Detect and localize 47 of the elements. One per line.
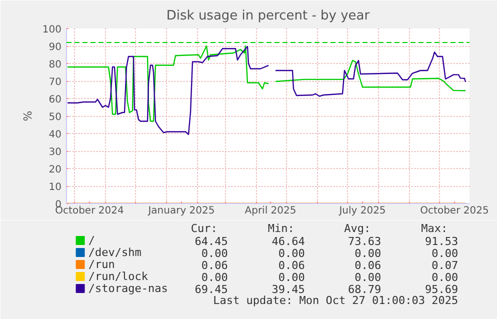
x-tick-label: January 2025 bbox=[147, 206, 215, 216]
x-tick-label: October 2024 bbox=[55, 206, 124, 216]
text: 0.07 bbox=[432, 259, 458, 272]
legend-label: /run bbox=[88, 258, 115, 271]
y-tick-label: 40 bbox=[48, 130, 62, 140]
text: 91.53 bbox=[425, 235, 458, 248]
text: 0.00 bbox=[278, 271, 305, 284]
text: 68.79 bbox=[348, 283, 382, 296]
text: 39.45 bbox=[272, 283, 305, 296]
y-tick-label: 70 bbox=[48, 77, 62, 88]
text: 0.00 bbox=[201, 247, 228, 260]
y-tick-label: 50 bbox=[48, 112, 62, 123]
text: 64.45 bbox=[194, 235, 228, 248]
text: 73.63 bbox=[348, 235, 382, 248]
legend-label: /run/lock bbox=[88, 270, 148, 283]
text: Max: bbox=[421, 222, 448, 235]
text: 0.00 bbox=[432, 247, 458, 260]
legend-label: /storage-nas bbox=[88, 282, 168, 295]
text: 0.06 bbox=[278, 259, 305, 272]
x-tick-label: April 2025 bbox=[244, 206, 296, 216]
text: Avg: bbox=[344, 222, 371, 235]
y-tick-label: 100 bbox=[42, 24, 62, 36]
legend-label: /dev/shm bbox=[88, 246, 142, 259]
y-tick-label: 30 bbox=[48, 147, 62, 158]
text: 0.00 bbox=[432, 271, 458, 284]
text: 0.00 bbox=[354, 247, 382, 260]
y-tick-label: 20 bbox=[48, 164, 62, 176]
y-tick-label: 60 bbox=[48, 94, 62, 106]
x-tick-label: October 2025 bbox=[420, 206, 489, 216]
text: Last update: Mon Oct 27 01:00:03 2025 bbox=[213, 294, 458, 307]
text: 0.00 bbox=[278, 247, 305, 260]
y-tick-label: 90 bbox=[48, 42, 62, 53]
text: 0.00 bbox=[201, 271, 228, 284]
y-tick-label: 80 bbox=[48, 60, 62, 70]
y-tick-label: 10 bbox=[48, 182, 62, 193]
text: 0.06 bbox=[354, 259, 382, 272]
text: 0.00 bbox=[354, 271, 382, 284]
text: 95.69 bbox=[425, 283, 458, 296]
chart-title: Disk usage in percent - by year bbox=[166, 8, 370, 24]
text: Min: bbox=[268, 222, 294, 235]
legend-label: / bbox=[88, 234, 96, 247]
x-tick-label: July 2025 bbox=[338, 206, 386, 216]
text: 0.06 bbox=[201, 259, 228, 272]
text: Cur: bbox=[190, 222, 218, 235]
text: 46.64 bbox=[272, 235, 306, 248]
text: 69.45 bbox=[194, 283, 228, 296]
y-axis-title: % bbox=[21, 110, 34, 122]
